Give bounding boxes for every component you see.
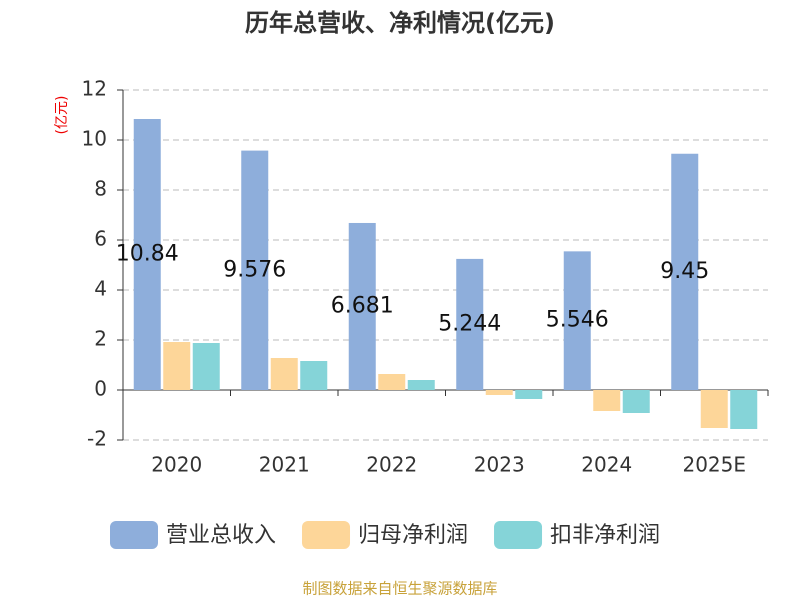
y-tick-label: 10: [82, 127, 107, 151]
y-axis-label: (亿元): [54, 96, 70, 135]
bar: [163, 342, 191, 390]
x-tick-label: 2025E: [682, 453, 746, 477]
y-tick-label: 0: [94, 377, 107, 401]
data-label: 10.84: [116, 242, 179, 267]
legend-swatch: [494, 521, 543, 549]
bar: [192, 343, 220, 390]
bar: [593, 390, 621, 411]
x-tick-label: 2022: [366, 453, 417, 477]
bar: [241, 150, 269, 390]
legend-label: 归母净利润: [358, 523, 468, 548]
data-label: 5.546: [546, 308, 609, 333]
data-label: 6.681: [331, 293, 394, 318]
y-tick-label: 8: [94, 177, 107, 201]
data-label: 9.576: [223, 257, 286, 282]
bar: [300, 361, 328, 390]
legend-swatch: [302, 521, 351, 549]
bar: [456, 258, 484, 390]
bar: [700, 390, 728, 428]
bar: [133, 119, 161, 390]
bar: [730, 390, 758, 429]
legend-label: 营业总收入: [166, 523, 276, 548]
bar: [515, 390, 543, 399]
y-tick-label: -2: [87, 427, 107, 451]
legend-label: 扣非净利润: [550, 523, 660, 548]
chart-title: 历年总营收、净利情况(亿元): [245, 9, 555, 37]
data-label: 5.244: [438, 311, 501, 336]
bar: [270, 358, 298, 390]
x-tick-label: 2021: [259, 453, 310, 477]
y-tick-label: 2: [94, 327, 107, 351]
y-tick-label: 12: [82, 77, 107, 101]
bar: [563, 251, 591, 390]
y-tick-label: 6: [94, 227, 107, 251]
x-tick-label: 2023: [474, 453, 525, 477]
legend-swatch: [110, 521, 158, 549]
x-tick-label: 2020: [151, 453, 202, 477]
source-note: 制图数据来自恒生聚源数据库: [302, 580, 497, 598]
x-tick-label: 2024: [581, 453, 632, 477]
bar: [485, 390, 513, 395]
bar: [378, 374, 406, 390]
y-tick-label: 4: [94, 277, 107, 301]
bar: [348, 222, 376, 390]
data-label: 9.45: [660, 259, 709, 284]
bar: [622, 390, 650, 413]
bar: [671, 153, 699, 390]
bar: [407, 380, 435, 390]
